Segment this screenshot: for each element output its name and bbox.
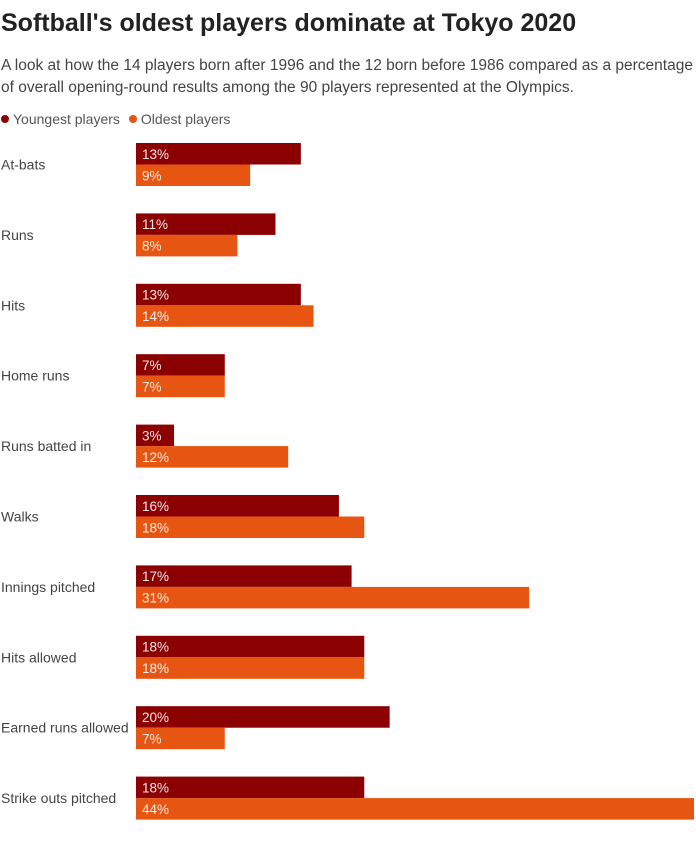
category-label: Hits [1, 297, 25, 313]
bar-chart: At-bats 13% 9% Runs 11% 8% Hits 13% 14% Home runs… [1, 143, 694, 820]
bar-group-3: Home runs 7% 7% [1, 354, 225, 398]
bar-youngest [136, 565, 352, 587]
data-label: 11% [142, 217, 168, 232]
data-label: 9% [142, 168, 162, 183]
category-label: Strike outs pitched [1, 790, 116, 806]
data-label: 20% [142, 710, 169, 725]
chart-subtitle: A look at how the 14 players born after … [1, 57, 693, 96]
bar-youngest [136, 354, 225, 376]
data-label: 3% [142, 428, 162, 443]
category-label: Home runs [1, 368, 69, 384]
data-label: 16% [142, 499, 169, 514]
bar-group-6: Innings pitched 17% 31% [1, 565, 530, 609]
category-label: Earned runs allowed [1, 720, 129, 736]
bar-oldest [136, 727, 225, 750]
chart-legend: Youngest players Oldest players [1, 109, 239, 129]
bar-group-2: Hits 13% 14% [1, 283, 314, 327]
legend-swatch-youngest [1, 115, 9, 123]
category-label: Walks [1, 509, 39, 525]
data-label: 17% [142, 569, 169, 584]
data-label: 7% [142, 731, 162, 746]
bar-oldest [136, 798, 694, 820]
data-label: 18% [142, 640, 169, 655]
bar-oldest [136, 657, 365, 679]
bar-group-0: At-bats 13% 9% [1, 143, 301, 186]
legend-label-oldest: Oldest players [140, 111, 231, 127]
chart-title: Softball's oldest players dominate at To… [1, 9, 577, 37]
legend-item-youngest: Youngest players [1, 111, 120, 127]
data-label: 13% [142, 147, 169, 162]
legend-label-youngest: Youngest players [13, 111, 120, 127]
data-label: 44% [142, 802, 169, 817]
data-label: 31% [142, 591, 169, 606]
category-label: At-bats [1, 157, 45, 173]
data-label: 18% [142, 661, 169, 676]
bar-oldest [136, 446, 289, 468]
category-label: Hits allowed [1, 649, 76, 665]
bar-youngest [136, 706, 390, 728]
bar-youngest [136, 143, 301, 165]
legend-swatch-oldest [128, 115, 137, 123]
legend-item-oldest: Oldest players [128, 111, 231, 127]
bar-group-7: Hits allowed 18% 18% [1, 635, 365, 679]
data-label: 18% [142, 780, 169, 795]
bar-youngest [136, 283, 301, 306]
category-label: Runs batted in [1, 438, 91, 454]
bar-group-5: Walks 16% 18% [1, 495, 365, 538]
bar-oldest [136, 516, 365, 538]
bar-oldest [136, 375, 225, 398]
bar-youngest [136, 424, 175, 447]
category-label: Innings pitched [1, 579, 95, 595]
bar-group-9: Strike outs pitched 18% 44% [1, 776, 694, 820]
data-label: 14% [142, 309, 169, 324]
bar-youngest [136, 635, 365, 658]
bar-oldest [136, 586, 530, 609]
bar-group-4: Runs batted in 3% 12% [1, 424, 289, 468]
bar-youngest [136, 495, 339, 517]
bar-oldest [136, 305, 314, 327]
data-label: 8% [142, 239, 162, 254]
bar-group-8: Earned runs allowed 20% 7% [1, 706, 390, 750]
bar-oldest [136, 164, 251, 186]
data-label: 13% [142, 288, 169, 303]
bar-oldest [136, 234, 238, 257]
bar-group-1: Runs 11% 8% [1, 213, 276, 257]
data-label: 7% [142, 379, 162, 394]
data-label: 7% [142, 358, 162, 373]
bar-youngest [136, 213, 276, 235]
data-label: 12% [142, 450, 169, 465]
bar-youngest [136, 776, 365, 799]
category-label: Runs [1, 227, 34, 243]
data-label: 18% [142, 520, 169, 535]
